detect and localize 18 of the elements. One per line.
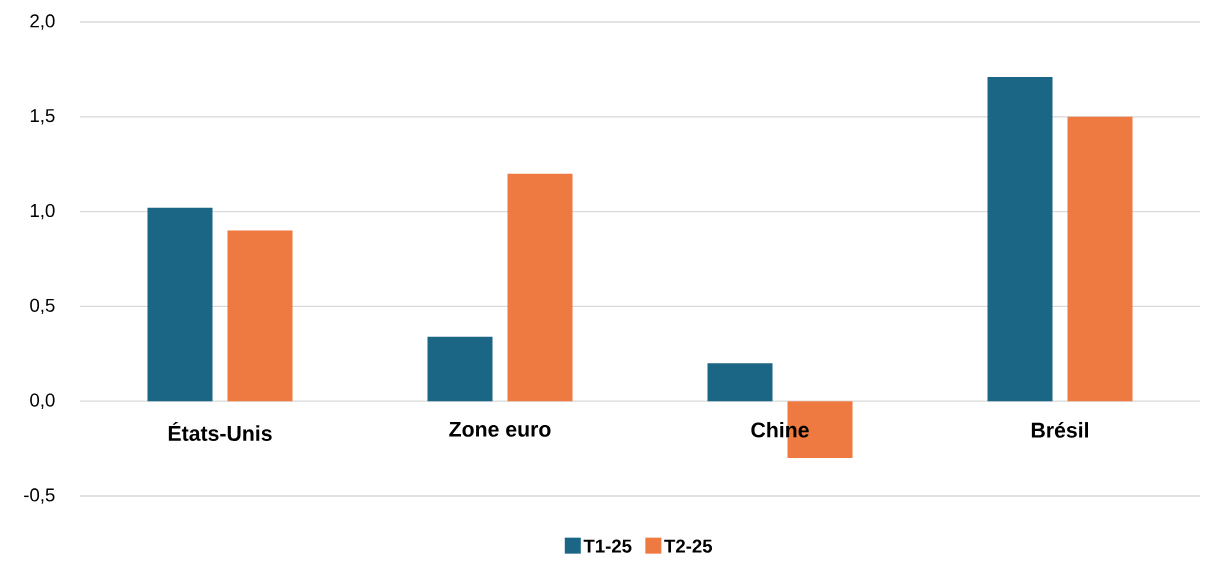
y-tick-label: 0,5 — [30, 298, 55, 315]
y-tick-label: 2,0 — [30, 14, 55, 30]
bar — [1067, 116, 1133, 402]
y-tick-label: -0,5 — [24, 488, 55, 504]
bar — [147, 207, 213, 402]
bar — [987, 76, 1053, 402]
legend-label: T2-25 — [664, 539, 713, 553]
y-tick-label: 0,0 — [30, 393, 55, 409]
bar — [227, 230, 293, 402]
bar — [427, 336, 493, 402]
y-tick-label: 1,5 — [30, 109, 55, 125]
x-tick-label: Zone euro — [449, 421, 551, 437]
y-tick-label: 1,0 — [30, 203, 55, 220]
x-tick-label: États-Unis — [168, 421, 272, 441]
legend-label: T1-25 — [583, 539, 632, 553]
x-tick-label: Brésil — [1031, 421, 1089, 438]
bar — [707, 363, 773, 402]
bar — [507, 173, 573, 402]
